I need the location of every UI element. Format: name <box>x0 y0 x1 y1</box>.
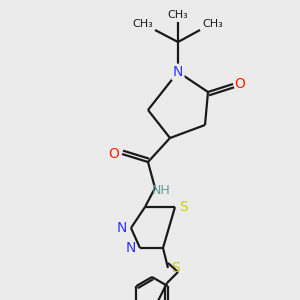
Text: CH₃: CH₃ <box>202 19 223 29</box>
Text: N: N <box>117 221 127 235</box>
Text: S: S <box>172 261 180 275</box>
Text: O: O <box>235 77 245 91</box>
Text: CH₃: CH₃ <box>168 10 188 20</box>
Text: O: O <box>109 147 119 161</box>
Text: N: N <box>173 65 183 79</box>
Text: CH₃: CH₃ <box>132 19 153 29</box>
Text: N: N <box>126 241 136 255</box>
Text: NH: NH <box>152 184 170 196</box>
Text: S: S <box>178 200 188 214</box>
